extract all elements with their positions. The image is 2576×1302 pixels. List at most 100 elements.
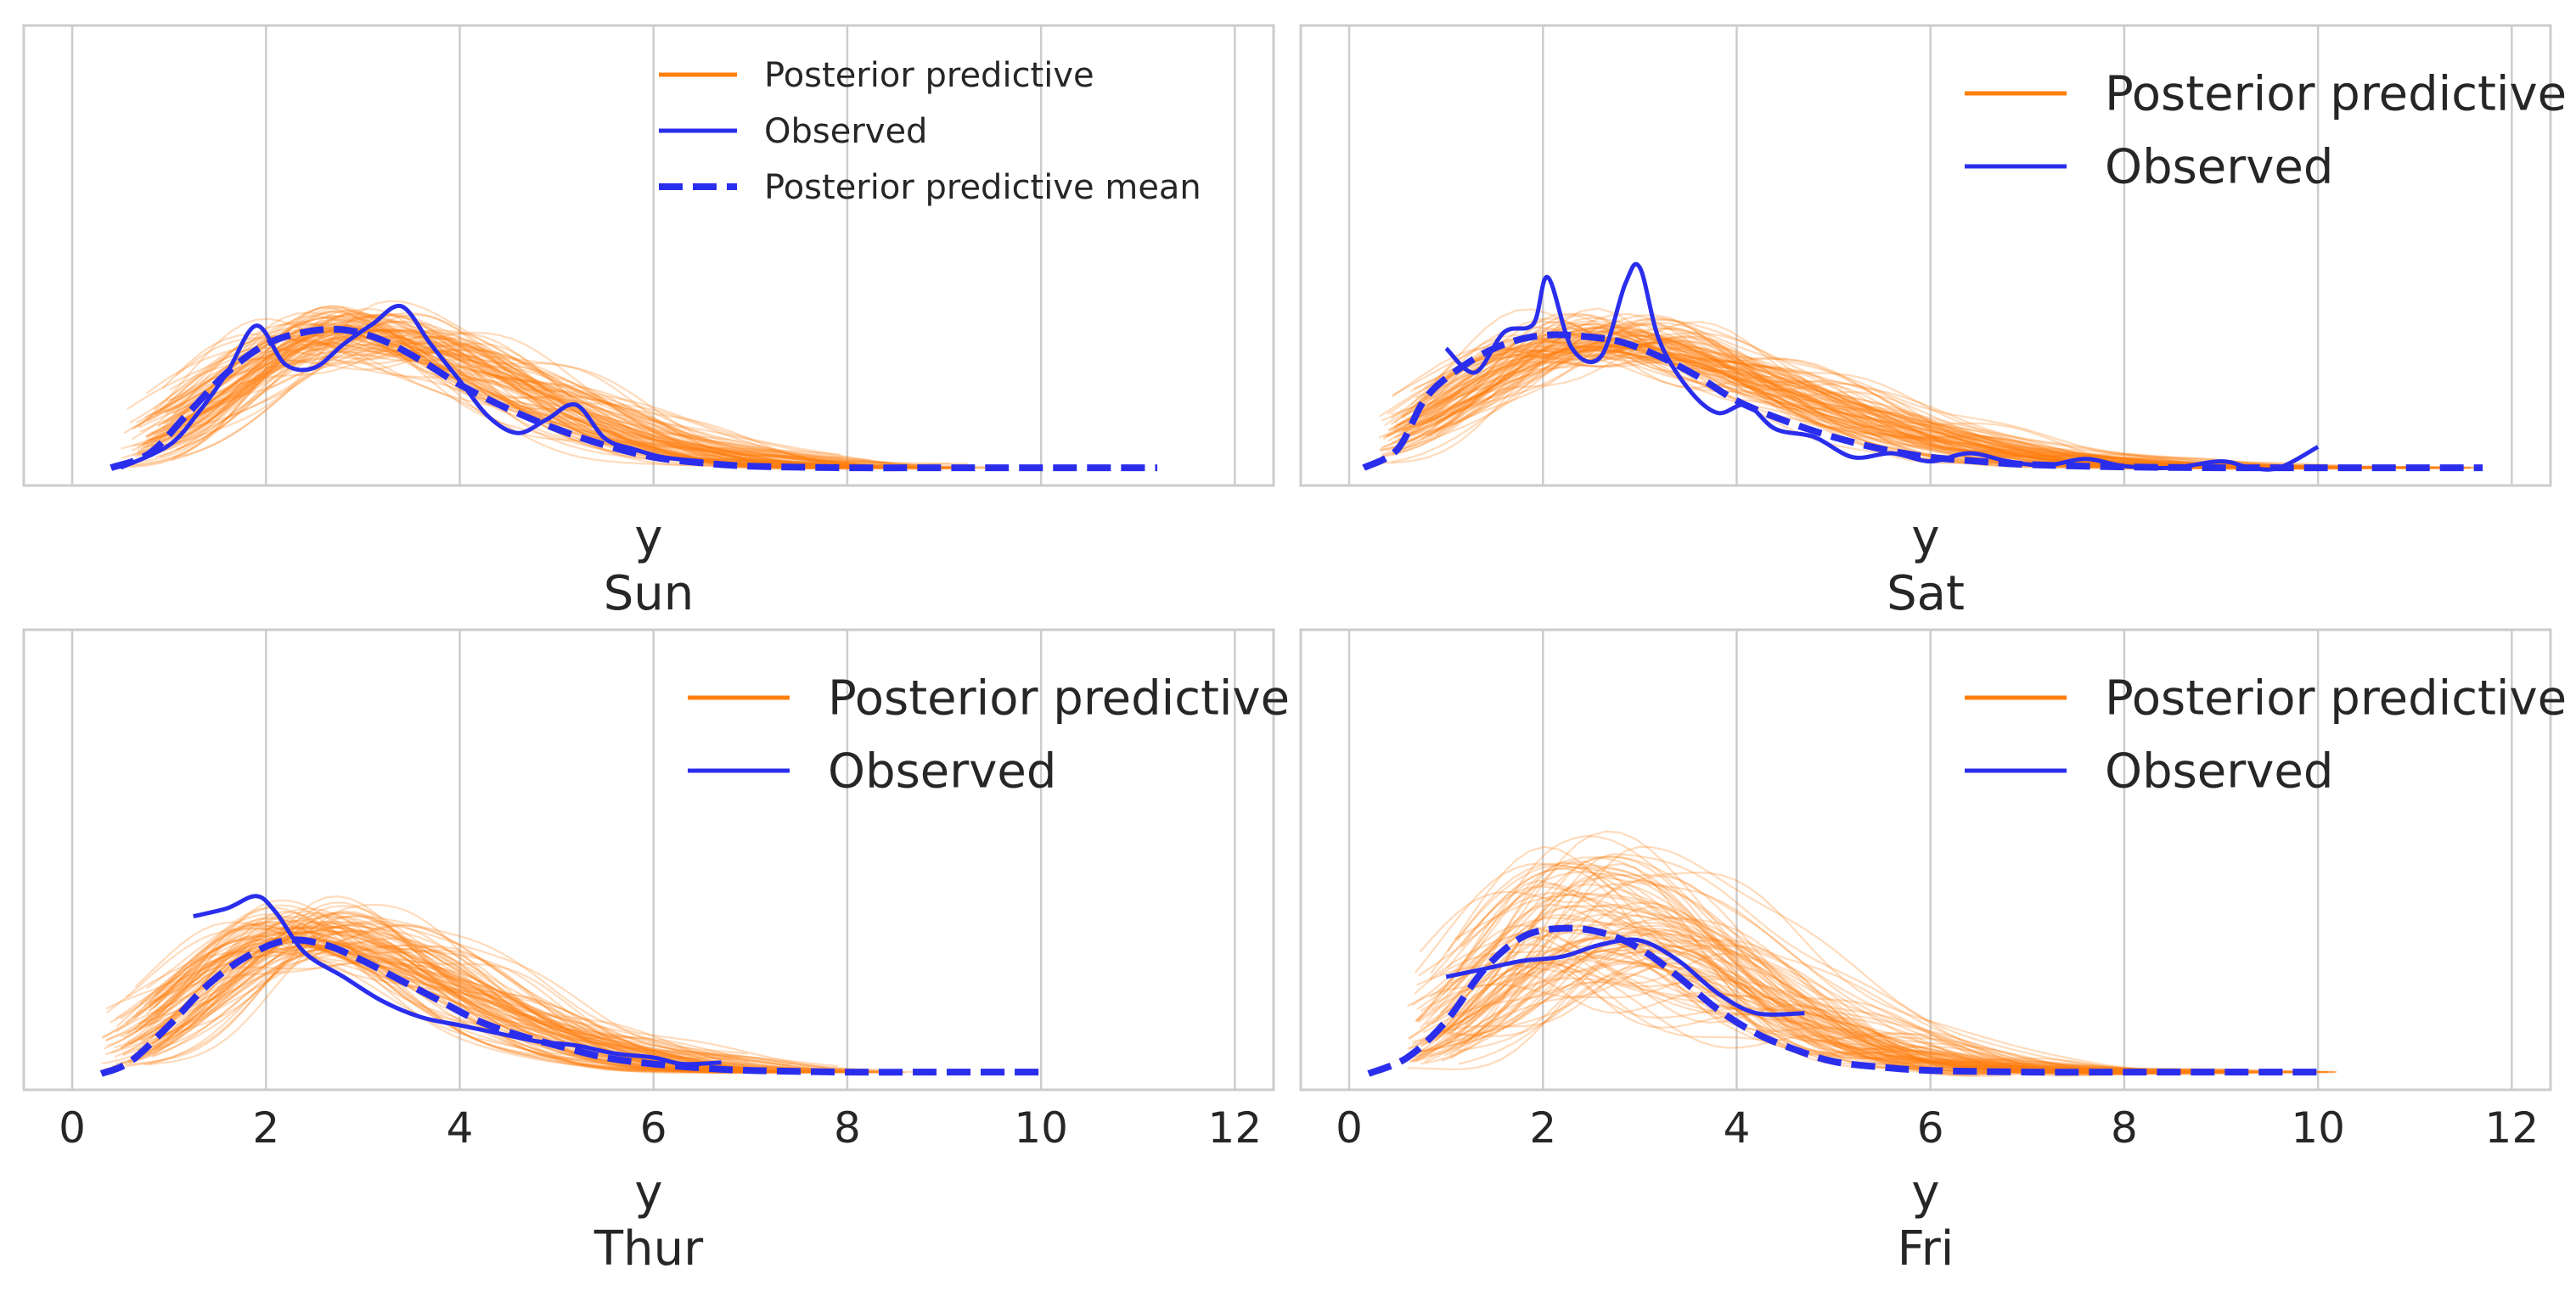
posterior-draw-line [1453,894,2217,1073]
posterior-draw-line [177,347,895,469]
axes-frame [22,628,1275,1092]
x-tick-label: 6 [1917,1103,1944,1153]
x-tick-label: 8 [834,1103,861,1153]
legend: Posterior predictive Observed Posterior pr… [659,56,1201,207]
posterior-draw-line [144,307,887,464]
x-tick-label: 4 [447,1103,474,1153]
posterior-draw-line [1430,864,2170,1074]
posterior-draw-line [143,920,849,1073]
posterior-draw-line [1379,327,2319,468]
posterior-draw-line [162,328,864,463]
posterior-draw-line [165,324,936,468]
posterior-draw-line [1441,856,2249,1073]
legend: Posterior predictive Observed [1965,67,2567,195]
posterior-draw-line [1391,336,2480,469]
posterior-draw-line [148,940,789,1073]
posterior-draw-line [114,944,832,1073]
posterior-draw-line [151,915,881,1072]
posterior-draw-line [143,912,801,1074]
legend-label: Posterior predictive [828,671,1290,727]
posterior-draw-line [1445,905,2127,1073]
posterior-draw-line [1391,341,2434,469]
observed-line [120,303,703,470]
posterior-draw-line [120,926,772,1069]
legend-label: Posterior predictive [2105,67,2567,122]
posterior-draw-line [150,334,824,469]
posterior-draw-line [137,300,932,468]
posterior-draw-line [125,903,753,1069]
posterior-draw-line [121,330,841,466]
posterior-predictive-mean-line [99,936,1042,1077]
x-tick-label: 8 [2111,1103,2138,1153]
posterior-draw-line [121,328,925,468]
posterior-draw-line [161,323,858,465]
posterior-draw-line [134,923,856,1074]
posterior-draw-line [171,328,795,466]
posterior-draw-line [141,328,858,468]
posterior-draw-line [166,313,945,470]
posterior-draw-line [101,921,772,1072]
posterior-draw-line [104,949,870,1074]
posterior-draw-line [139,901,821,1074]
posterior-draw-line [136,924,906,1074]
posterior-draw-line [160,326,938,469]
legend-label: Posterior predictive mean [764,168,1201,207]
posterior-draw-line [1414,862,2174,1074]
posterior-draw-line [137,317,924,469]
posterior-draw-line [143,320,828,467]
x-axis-label: y [1911,510,1939,565]
posterior-predictive-mean-line [1367,924,2319,1077]
x-tick-label: 6 [640,1103,667,1153]
x-tick-label: 12 [1208,1103,1263,1153]
legend: Posterior predictive Observed [688,671,1290,800]
posterior-draw-line [159,328,798,461]
posterior-draw-line [110,925,744,1069]
posterior-draw-line [1446,973,2247,1075]
posterior-draw-line [146,335,850,463]
posterior-draw-line [160,346,920,469]
posterior-draw-line [124,904,745,1074]
posterior-draw-line [145,945,859,1072]
posterior-draw-line [1381,313,2403,469]
posterior-draw-line [132,342,826,463]
posterior-draw-line [121,923,748,1055]
posterior-draw-line [1428,876,2237,1073]
posterior-draw-line [140,334,950,469]
posterior-draw-line [152,942,839,1068]
posterior-draw-line [1456,862,2298,1074]
posterior-draw-line [132,322,990,469]
posterior-draw-line [143,344,837,463]
posterior-draw-line [166,348,956,470]
observed-line [193,894,722,1067]
panel-title: Sun [604,566,695,621]
posterior-draw-line [1414,348,2343,469]
legend-label: Observed [828,744,1056,800]
posterior-draw-line [137,307,817,470]
posterior-draw-line [158,320,811,466]
posterior-draw-line [1416,883,2167,1074]
posterior-draw-line [1420,942,2135,1075]
posterior-draw-line [153,938,813,1074]
posterior-draw-line [1384,347,2395,469]
posterior-draw-line [122,940,863,1073]
posterior-draw-line [152,340,871,467]
posterior-draw-line [157,314,951,465]
posterior-draw-line [1448,853,2264,1073]
posterior-draw-line [1441,879,2232,1072]
posterior-draw-line [127,945,829,1069]
panel-title: Fri [1898,1221,1954,1277]
axes-frame [22,24,1275,487]
posterior-draw-line [129,921,734,1073]
observed-line [1445,937,1805,1017]
posterior-draw-line [171,348,863,469]
posterior-draw-line [1416,360,2477,469]
posterior-draw-line [165,337,907,469]
posterior-draw-line [146,313,874,469]
x-tick-label: 12 [2485,1103,2539,1153]
posterior-draw-line [1445,949,2172,1075]
posterior-draw-line [152,918,800,1073]
posterior-draw-line [1409,943,2213,1074]
